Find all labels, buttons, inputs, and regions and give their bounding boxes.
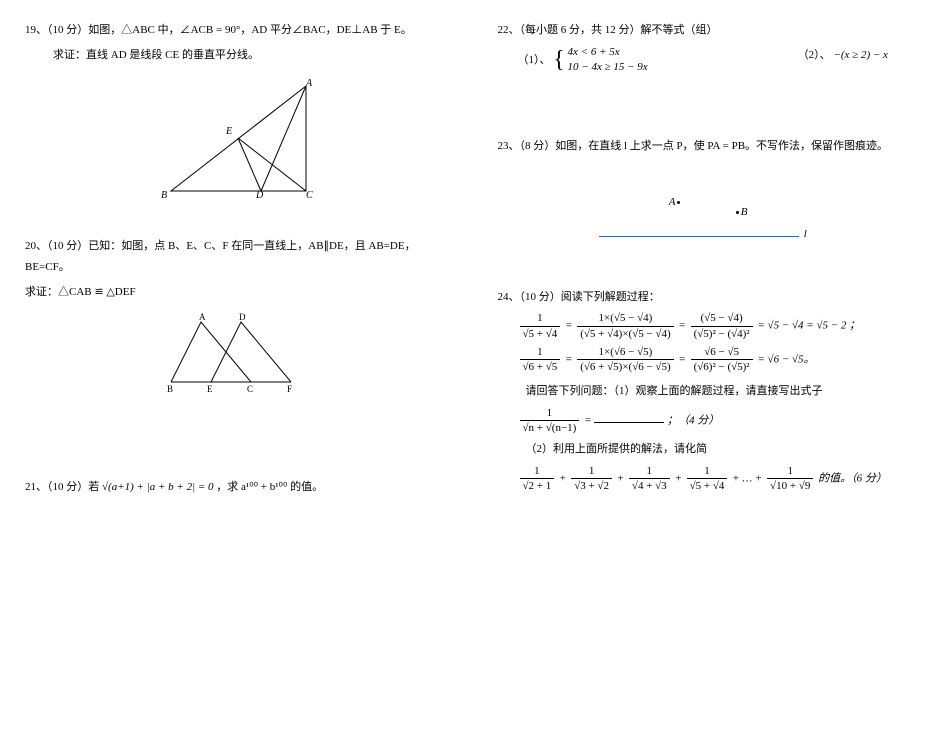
p20-header: 20、（10 分）已知：如图，点 B、E、C、F 在同一直线上，AB∥DE，且 … [25, 236, 448, 278]
exam-page: 19、（10 分）如图，△ABC 中，∠ACB = 90°，AD 平分∠BAC，… [0, 0, 945, 741]
p19-label-e: E [225, 126, 232, 137]
p23-line-l [599, 236, 799, 237]
p24-q1-frac: 1√n + √(n−1) = ；（4 分） [518, 406, 921, 436]
p22-part2: （2）、 −(x ≥ 2) − x [798, 45, 888, 76]
p22-header: 22、（每小题 6 分，共 12 分）解不等式（组） [498, 20, 921, 41]
p24-header: 24、（10 分）阅读下列解题过程： [498, 287, 921, 308]
p22-part1-label: （1）、 [518, 54, 551, 66]
p24-q1-a: 请回答下列问题：（1）观察上面的解题过程，请直接写出式子 [526, 381, 921, 402]
p20-label-f: F [287, 384, 292, 394]
p23-point-a: A [669, 192, 683, 213]
p24-blank [594, 412, 664, 423]
p19-figure: A B C D E [126, 76, 346, 206]
p19-header: 19、（10 分）如图，△ABC 中，∠ACB = 90°，AD 平分∠BAC，… [25, 20, 448, 41]
p23-figure: A B l [599, 177, 819, 247]
problem-24: 24、（10 分）阅读下列解题过程： 1√5 + √4 = 1×(√5 − √4… [498, 287, 921, 494]
p24-line2: 1√6 + √5 = 1×(√6 − √5)(√6 + √5)×(√6 − √5… [518, 345, 921, 375]
p19-label-a: A [305, 78, 313, 89]
p19-label-b: B [161, 190, 167, 201]
p22-sys2: 10 − 4x ≥ 15 − 9x [568, 60, 648, 75]
p21-expr: √(a+1) + |a + b + 2| = 0 [102, 481, 214, 493]
p20-prove: 求证：△CAB ≌ △DEF [25, 282, 448, 303]
p22-part2-expr: −(x ≥ 2) − x [833, 49, 887, 61]
left-column: 19、（10 分）如图，△ABC 中，∠ACB = 90°，AD 平分∠BAC，… [0, 0, 473, 741]
p21-header-b: ，求 a¹⁰⁰ + b¹⁰⁰ 的值。 [216, 481, 323, 493]
problem-23: 23、（8 分）如图，在直线 l 上求一点 P，使 PA = PB。不写作法，保… [498, 136, 921, 247]
p23-label-l: l [804, 224, 807, 245]
problem-20: 20、（10 分）已知：如图，点 B、E、C、F 在同一直线上，AB∥DE，且 … [25, 236, 448, 398]
p22-part2-label: （2）、 [798, 49, 831, 61]
right-column: 22、（每小题 6 分，共 12 分）解不等式（组） （1）、 { 4x < 6… [473, 0, 945, 741]
problem-21: 21、（10 分）若 √(a+1) + |a + b + 2| = 0 ，求 a… [25, 477, 448, 498]
p20-label-b: B [167, 384, 173, 394]
p19-label-c: C [306, 190, 313, 201]
p22-sys1: 4x < 6 + 5x [568, 45, 648, 60]
p20-label-d: D [239, 312, 246, 322]
p20-figure: A D B E C F [151, 312, 321, 397]
p23-header: 23、（8 分）如图，在直线 l 上求一点 P，使 PA = PB。不写作法，保… [498, 136, 921, 157]
p19-prove: 求证：直线 AD 是线段 CE 的垂直平分线。 [53, 45, 448, 66]
p22-part1: （1）、 { 4x < 6 + 5x 10 − 4x ≥ 15 − 9x [518, 45, 648, 76]
p21-header-a: 21、（10 分）若 [25, 481, 102, 493]
problem-19: 19、（10 分）如图，△ABC 中，∠ACB = 90°，AD 平分∠BAC，… [25, 20, 448, 206]
p23-point-b: B [734, 202, 748, 223]
p20-label-c: C [247, 384, 253, 394]
problem-22: 22、（每小题 6 分，共 12 分）解不等式（组） （1）、 { 4x < 6… [498, 20, 921, 76]
p20-label-a: A [199, 312, 206, 322]
p20-label-e: E [207, 384, 213, 394]
p19-label-d: D [255, 190, 264, 201]
p24-q2: （2）利用上面所提供的解法，请化简 [526, 439, 921, 460]
p24-line1: 1√5 + √4 = 1×(√5 − √4)(√5 + √4)×(√5 − √4… [518, 311, 921, 341]
p24-sum: 1√2 + 1 + 1√3 + √2 + 1√4 + √3 + 1√5 + √4… [518, 464, 921, 494]
